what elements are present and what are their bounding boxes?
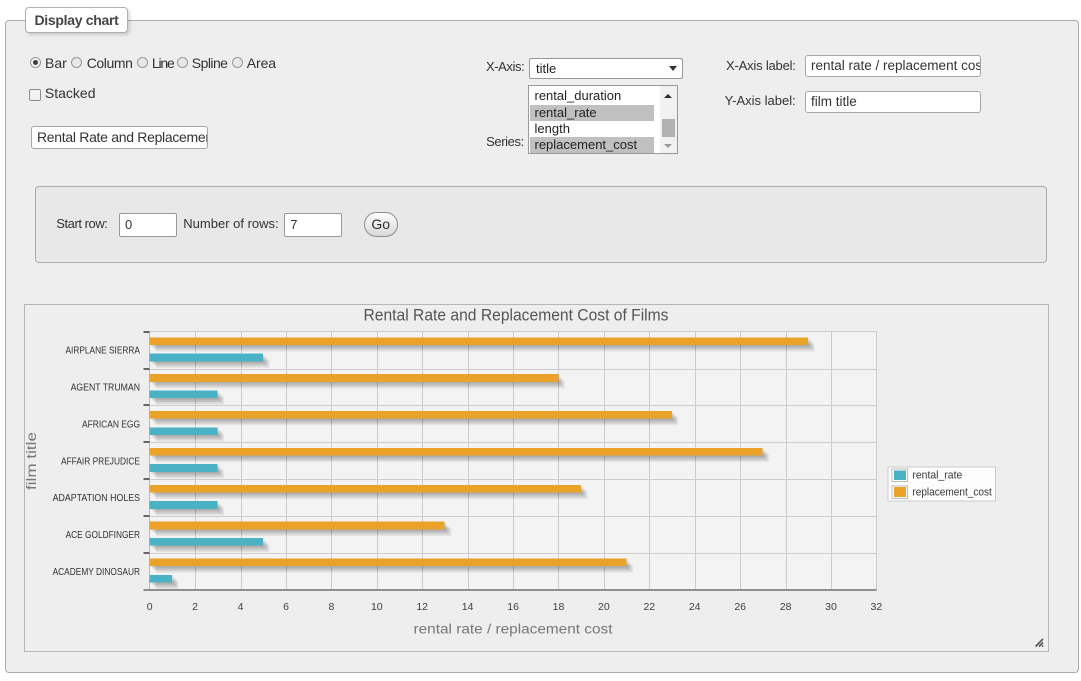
svg-text:6: 6 — [283, 601, 289, 613]
svg-text:Rental Rate and Replacement Co: Rental Rate and Replacement Cost of Film… — [364, 305, 669, 324]
svg-text:film title: film title — [25, 432, 39, 490]
svg-text:12: 12 — [416, 601, 428, 613]
svg-text:0: 0 — [147, 601, 153, 613]
svg-text:8: 8 — [328, 601, 334, 613]
svg-text:ADAPTATION HOLES: ADAPTATION HOLES — [53, 493, 141, 504]
svg-text:AGENT TRUMAN: AGENT TRUMAN — [71, 383, 140, 394]
svg-text:AFFAIR PREJUDICE: AFFAIR PREJUDICE — [61, 456, 140, 467]
svg-text:24: 24 — [689, 601, 701, 613]
svg-text:replacement_cost: replacement_cost — [912, 486, 992, 498]
svg-text:2: 2 — [192, 601, 198, 613]
svg-text:ACE GOLDFINGER: ACE GOLDFINGER — [66, 530, 140, 541]
svg-text:26: 26 — [734, 601, 746, 613]
svg-text:20: 20 — [598, 601, 610, 613]
svg-text:18: 18 — [553, 601, 565, 613]
svg-text:16: 16 — [507, 601, 519, 613]
svg-text:ACADEMY DINOSAUR: ACADEMY DINOSAUR — [53, 567, 140, 578]
svg-text:28: 28 — [780, 601, 792, 613]
svg-text:10: 10 — [371, 601, 383, 613]
svg-text:4: 4 — [238, 601, 244, 613]
svg-text:14: 14 — [462, 601, 474, 613]
svg-text:AIRPLANE SIERRA: AIRPLANE SIERRA — [66, 346, 141, 357]
svg-text:30: 30 — [825, 601, 837, 613]
svg-text:32: 32 — [871, 601, 883, 613]
svg-text:rental rate / replacement cost: rental rate / replacement cost — [414, 622, 613, 637]
svg-text:rental_rate: rental_rate — [912, 470, 962, 482]
svg-text:22: 22 — [643, 601, 655, 613]
svg-text:AFRICAN EGG: AFRICAN EGG — [82, 420, 140, 431]
